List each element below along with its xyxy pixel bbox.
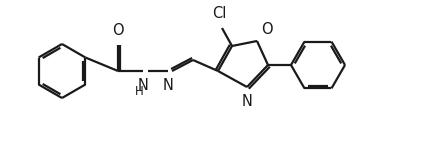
Text: O: O	[112, 23, 124, 38]
Text: O: O	[260, 22, 272, 37]
Text: N: N	[162, 78, 173, 93]
Text: H: H	[134, 85, 143, 98]
Text: Cl: Cl	[211, 6, 226, 21]
Text: N: N	[241, 94, 252, 109]
Text: N: N	[137, 78, 148, 93]
